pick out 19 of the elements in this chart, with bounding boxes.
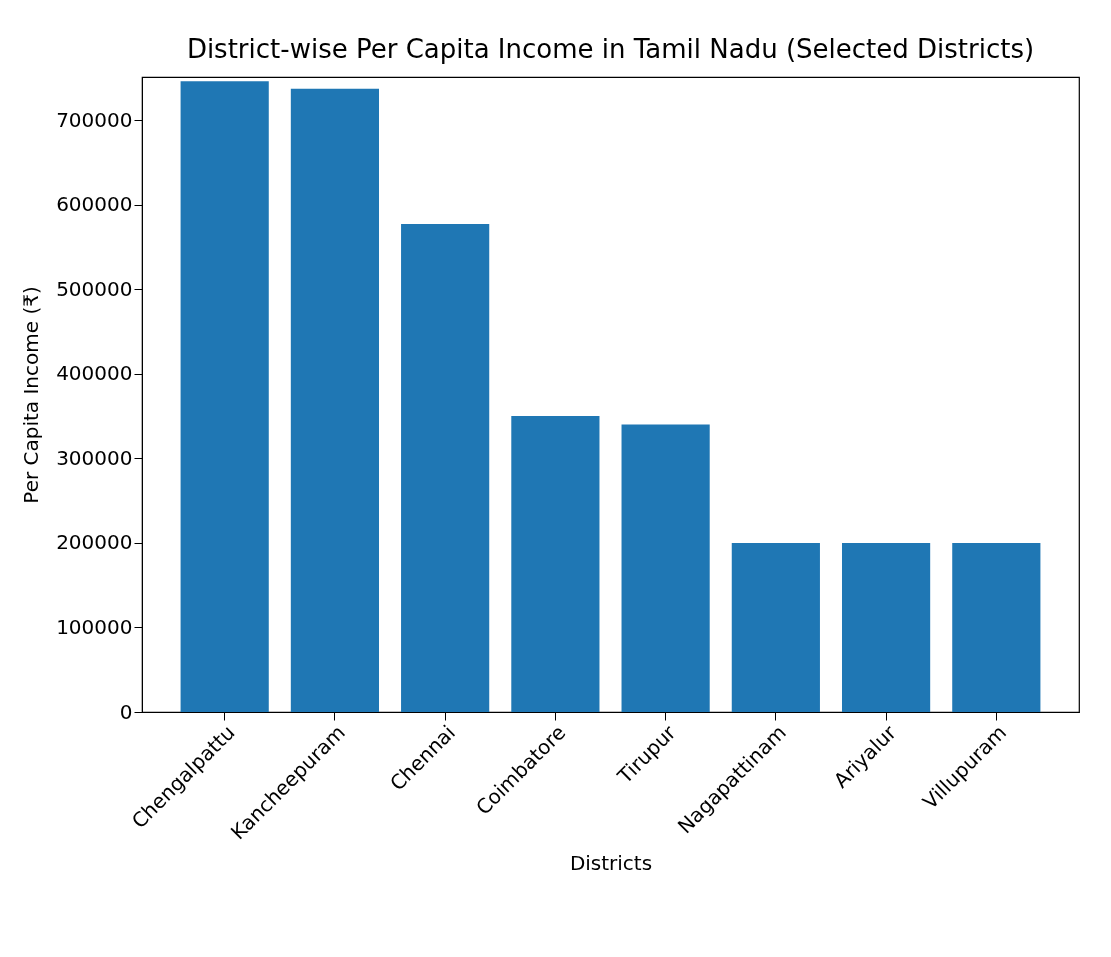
bar	[952, 542, 1041, 712]
bar	[290, 88, 380, 712]
y-tick-label: 400000	[56, 361, 133, 386]
bar	[841, 542, 931, 712]
chart-title: District-wise Per Capita Income in Tamil Nadu (Selected Districts)	[186, 34, 1035, 64]
bar	[180, 81, 269, 712]
y-tick-label: 500000	[56, 276, 133, 301]
y-axis-title: Per Capita Income (₹)	[19, 286, 44, 504]
y-tick-label: 300000	[56, 445, 133, 470]
bar	[731, 542, 820, 712]
bar	[401, 224, 490, 712]
y-tick-label: 0	[119, 699, 133, 724]
bar	[621, 424, 710, 712]
y-tick-label: 700000	[56, 107, 133, 132]
y-tick-label: 200000	[56, 530, 133, 555]
bar	[511, 416, 600, 712]
y-tick-label: 600000	[56, 192, 133, 217]
y-tick-label: 100000	[56, 614, 133, 639]
x-axis-title: Districts	[569, 850, 653, 875]
